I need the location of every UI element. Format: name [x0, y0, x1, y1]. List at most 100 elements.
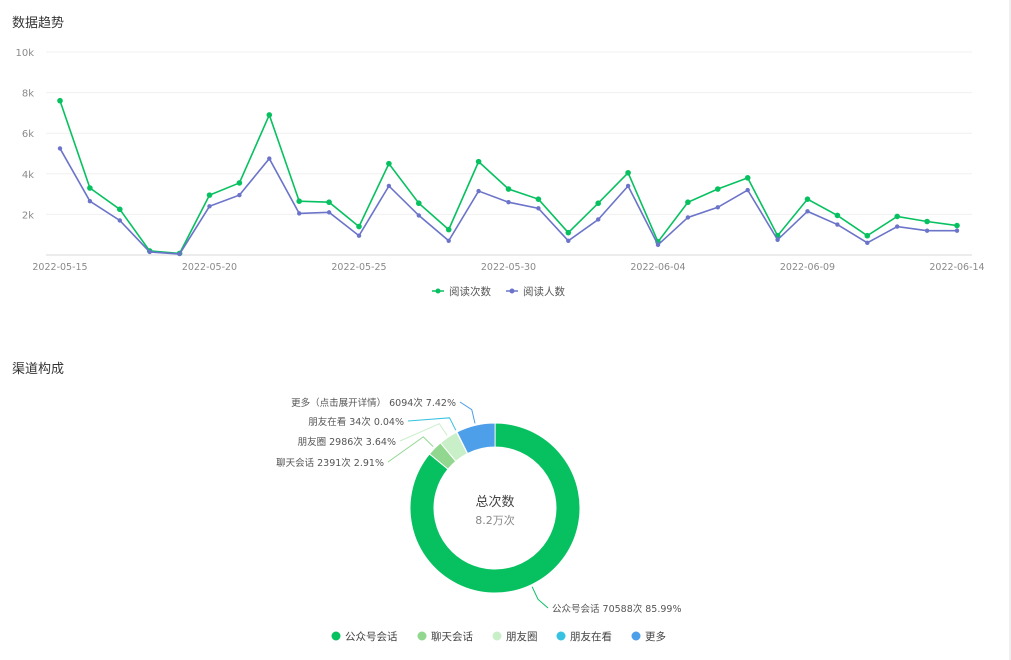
y-tick-label: 8k [22, 89, 34, 100]
line-chart-y-axis: 2k 4k 6k 8k 10k [15, 48, 34, 221]
data-point[interactable] [236, 180, 243, 186]
data-point[interactable] [326, 210, 332, 215]
data-point[interactable] [267, 156, 272, 161]
data-point[interactable] [804, 196, 811, 202]
leader-line [407, 417, 457, 431]
x-tick-label: 2022-05-15 [32, 262, 87, 273]
data-point[interactable] [326, 199, 332, 206]
y-tick-label: 10k [15, 48, 34, 59]
line-chart-legend[interactable]: 阅读次数 阅读人数 [432, 285, 565, 298]
legend-label: 公众号会话 [345, 630, 398, 643]
legend-item[interactable]: 阅读人数 [506, 285, 565, 298]
legend-marker [435, 288, 441, 294]
data-point[interactable] [57, 97, 63, 104]
data-point[interactable] [445, 226, 452, 233]
legend-label: 聊天会话 [431, 630, 473, 643]
data-point[interactable] [685, 199, 691, 206]
data-point[interactable] [715, 205, 720, 210]
data-point[interactable] [356, 233, 362, 238]
data-point[interactable] [87, 199, 93, 204]
legend-marker [509, 288, 515, 294]
data-point[interactable] [207, 204, 212, 209]
data-point[interactable] [924, 228, 930, 233]
data-point[interactable] [805, 209, 810, 214]
data-point[interactable] [775, 237, 780, 242]
data-point[interactable] [87, 185, 93, 191]
legend-item[interactable]: 公众号会话 [331, 630, 398, 643]
data-point[interactable] [715, 186, 721, 192]
data-point[interactable] [476, 188, 481, 194]
data-point[interactable] [595, 200, 601, 207]
legend-item[interactable]: 聊天会话 [417, 630, 474, 643]
donut-center-title: 总次数 [475, 494, 514, 510]
legend-item[interactable]: 朋友在看 [556, 630, 613, 643]
data-point[interactable] [117, 206, 123, 213]
data-point[interactable] [864, 232, 871, 239]
donut-slice[interactable] [409, 422, 581, 594]
data-point[interactable] [954, 228, 960, 233]
donut-slices [409, 422, 581, 594]
data-point[interactable] [565, 229, 572, 236]
data-point[interactable] [895, 224, 900, 229]
data-point[interactable] [596, 217, 601, 222]
legend-dot [331, 631, 341, 641]
channel-section-title: 渠道构成 [12, 362, 65, 377]
donut-legend[interactable]: 公众号会话 聊天会话 朋友圈 朋友在看 更多 [331, 630, 667, 643]
y-tick-label: 4k [22, 170, 34, 181]
series-2 [57, 146, 960, 257]
data-point[interactable] [147, 249, 152, 255]
data-point[interactable] [386, 183, 392, 189]
data-point[interactable] [416, 213, 421, 218]
data-point[interactable] [536, 206, 541, 211]
data-point[interactable] [475, 158, 482, 165]
legend-item[interactable]: 阅读次数 [432, 285, 491, 298]
data-point[interactable] [206, 192, 213, 198]
data-point[interactable] [535, 196, 542, 202]
x-tick-label: 2022-06-14 [929, 262, 984, 273]
data-point[interactable] [894, 213, 900, 220]
data-point[interactable] [237, 192, 242, 198]
data-point[interactable] [625, 183, 631, 189]
data-point[interactable] [506, 200, 511, 205]
data-point[interactable] [266, 112, 273, 118]
data-point[interactable] [386, 160, 392, 167]
data-point[interactable] [835, 222, 840, 227]
y-tick-label: 6k [22, 129, 34, 140]
data-point[interactable] [356, 223, 362, 230]
legend-label: 阅读人数 [523, 285, 565, 298]
legend-item[interactable]: 朋友圈 [492, 630, 538, 643]
slice-label[interactable]: 更多（点击展开详情） 6094次 7.42% [291, 397, 456, 409]
data-point[interactable] [296, 198, 303, 205]
leader-line [459, 401, 476, 424]
data-point[interactable] [566, 238, 571, 243]
legend-label: 阅读次数 [449, 285, 491, 298]
line-chart-x-axis: 2022-05-15 2022-05-20 2022-05-25 2022-05-30… [32, 262, 984, 273]
data-point[interactable] [416, 200, 422, 207]
slice-label: 朋友在看 34次 0.04% [308, 416, 404, 428]
data-point[interactable] [297, 211, 302, 216]
data-point[interactable] [924, 218, 930, 225]
legend-label: 朋友圈 [506, 630, 538, 643]
donut-slice[interactable] [456, 422, 496, 455]
legend-dot [556, 631, 566, 641]
data-point[interactable] [744, 175, 751, 181]
series-1 [57, 97, 960, 257]
data-point[interactable] [117, 218, 123, 223]
legend-item[interactable]: 更多 [631, 630, 667, 643]
data-point[interactable] [446, 238, 451, 243]
data-point[interactable] [505, 186, 512, 192]
data-point[interactable] [655, 242, 661, 248]
data-point[interactable] [625, 169, 631, 176]
line-chart-series-group [57, 97, 960, 257]
data-point[interactable] [865, 240, 870, 246]
leader-line [531, 586, 549, 609]
data-point[interactable] [685, 215, 691, 220]
data-point[interactable] [745, 187, 750, 193]
data-point[interactable] [834, 212, 841, 219]
data-point[interactable] [57, 146, 63, 151]
x-tick-label: 2022-05-25 [331, 262, 386, 273]
data-point[interactable] [177, 251, 182, 257]
channel-donut-chart: 公众号会话 70588次 85.99% 聊天会话 2391次 2.91% 朋友圈 2… [276, 397, 681, 643]
data-point[interactable] [954, 222, 960, 229]
donut-leader-lines [387, 401, 549, 609]
